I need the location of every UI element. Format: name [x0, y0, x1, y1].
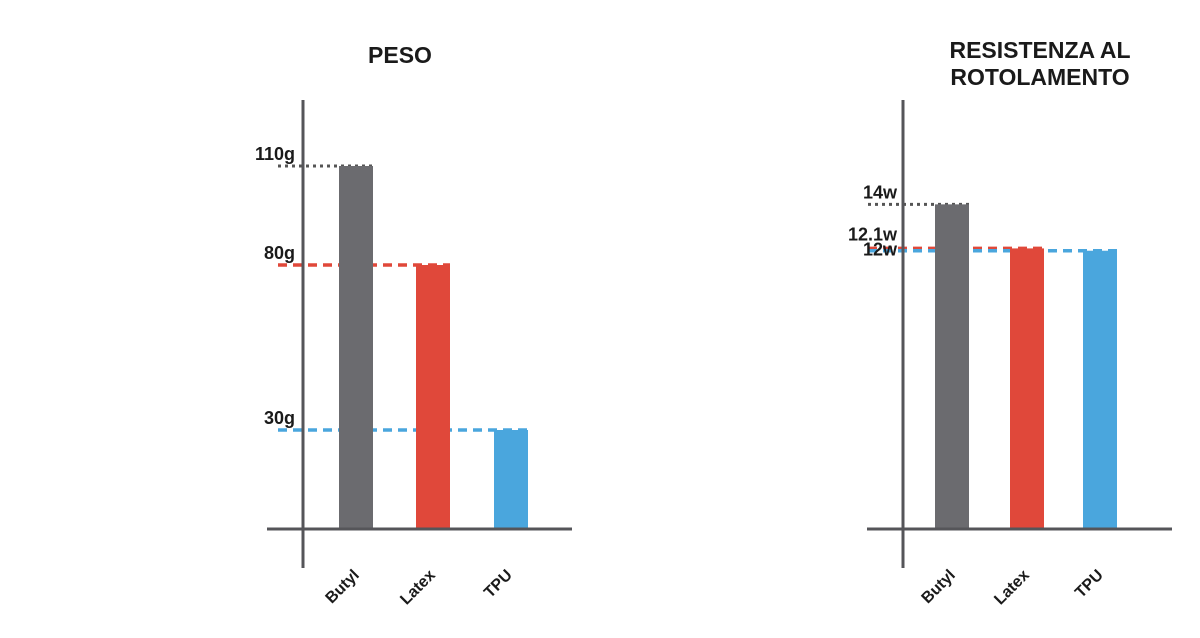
- chart1-bar-tpu: [494, 430, 528, 529]
- chart1-bar-latex: [416, 265, 450, 529]
- chart2-bar-butyl: [935, 204, 969, 529]
- chart2-category-label-tpu: TPU: [1072, 567, 1107, 602]
- chart1-category-label-tpu: TPU: [481, 567, 516, 602]
- chart1-title: PESO: [368, 42, 432, 68]
- chart2-value-label-latex: 12.1w: [848, 224, 898, 244]
- chart2-title-line-2: ROTOLAMENTO: [950, 64, 1129, 90]
- chart2-value-label-tpu: 12w: [863, 240, 898, 260]
- chart1-bar-butyl: [339, 166, 373, 529]
- chart2-value-label-butyl: 14w: [863, 182, 898, 202]
- chart1-value-label-latex: 80g: [264, 243, 295, 263]
- chart1-value-label-butyl: 110g: [255, 144, 295, 164]
- chart2-title-line-1: RESISTENZA AL: [949, 37, 1130, 63]
- chart1-category-label-latex: Latex: [397, 567, 439, 609]
- chart2-category-label-butyl: Butyl: [919, 567, 959, 607]
- chart2-bar-latex: [1010, 248, 1044, 529]
- chart2-category-label-latex: Latex: [991, 567, 1033, 609]
- chart1-category-label-butyl: Butyl: [323, 567, 363, 607]
- chart2-bar-tpu: [1083, 250, 1117, 529]
- chart1-value-label-tpu: 30g: [264, 408, 295, 428]
